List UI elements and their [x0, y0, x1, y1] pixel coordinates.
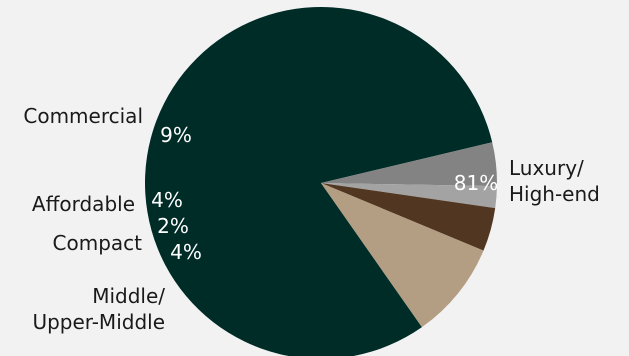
pie-slices — [145, 7, 497, 356]
pie-slice-luxury-high-end — [145, 7, 493, 356]
category-label-affordable: Affordable — [32, 192, 135, 216]
value-label-commercial: 9% — [160, 123, 192, 147]
pie-slice-affordable — [321, 183, 496, 251]
value-label-luxury-high-end: 81% — [454, 171, 498, 195]
category-label-luxury-high-end-line2: High-end — [509, 182, 600, 206]
category-label-middle-upper-middle-line1: Middle/ — [92, 284, 165, 308]
pie-slice-middle-upper-middle — [321, 142, 497, 187]
category-label-luxury-high-end-line1: Luxury/ — [509, 156, 584, 180]
value-label-middle-upper-middle: 4% — [170, 240, 202, 264]
pie-value-labels: 81% 4% 2% 4% 9% — [151, 123, 498, 264]
pie-slice-compact — [321, 183, 497, 209]
value-label-affordable: 4% — [151, 188, 183, 212]
category-label-compact: Compact — [53, 231, 143, 255]
pie-category-labels: Luxury/ High-end Middle/ Upper-Middle Co… — [23, 104, 599, 334]
pie-slice-commercial — [321, 183, 484, 328]
value-label-compact: 2% — [157, 214, 189, 238]
category-label-commercial: Commercial — [23, 104, 143, 128]
category-label-middle-upper-middle-line2: Upper-Middle — [32, 310, 165, 334]
